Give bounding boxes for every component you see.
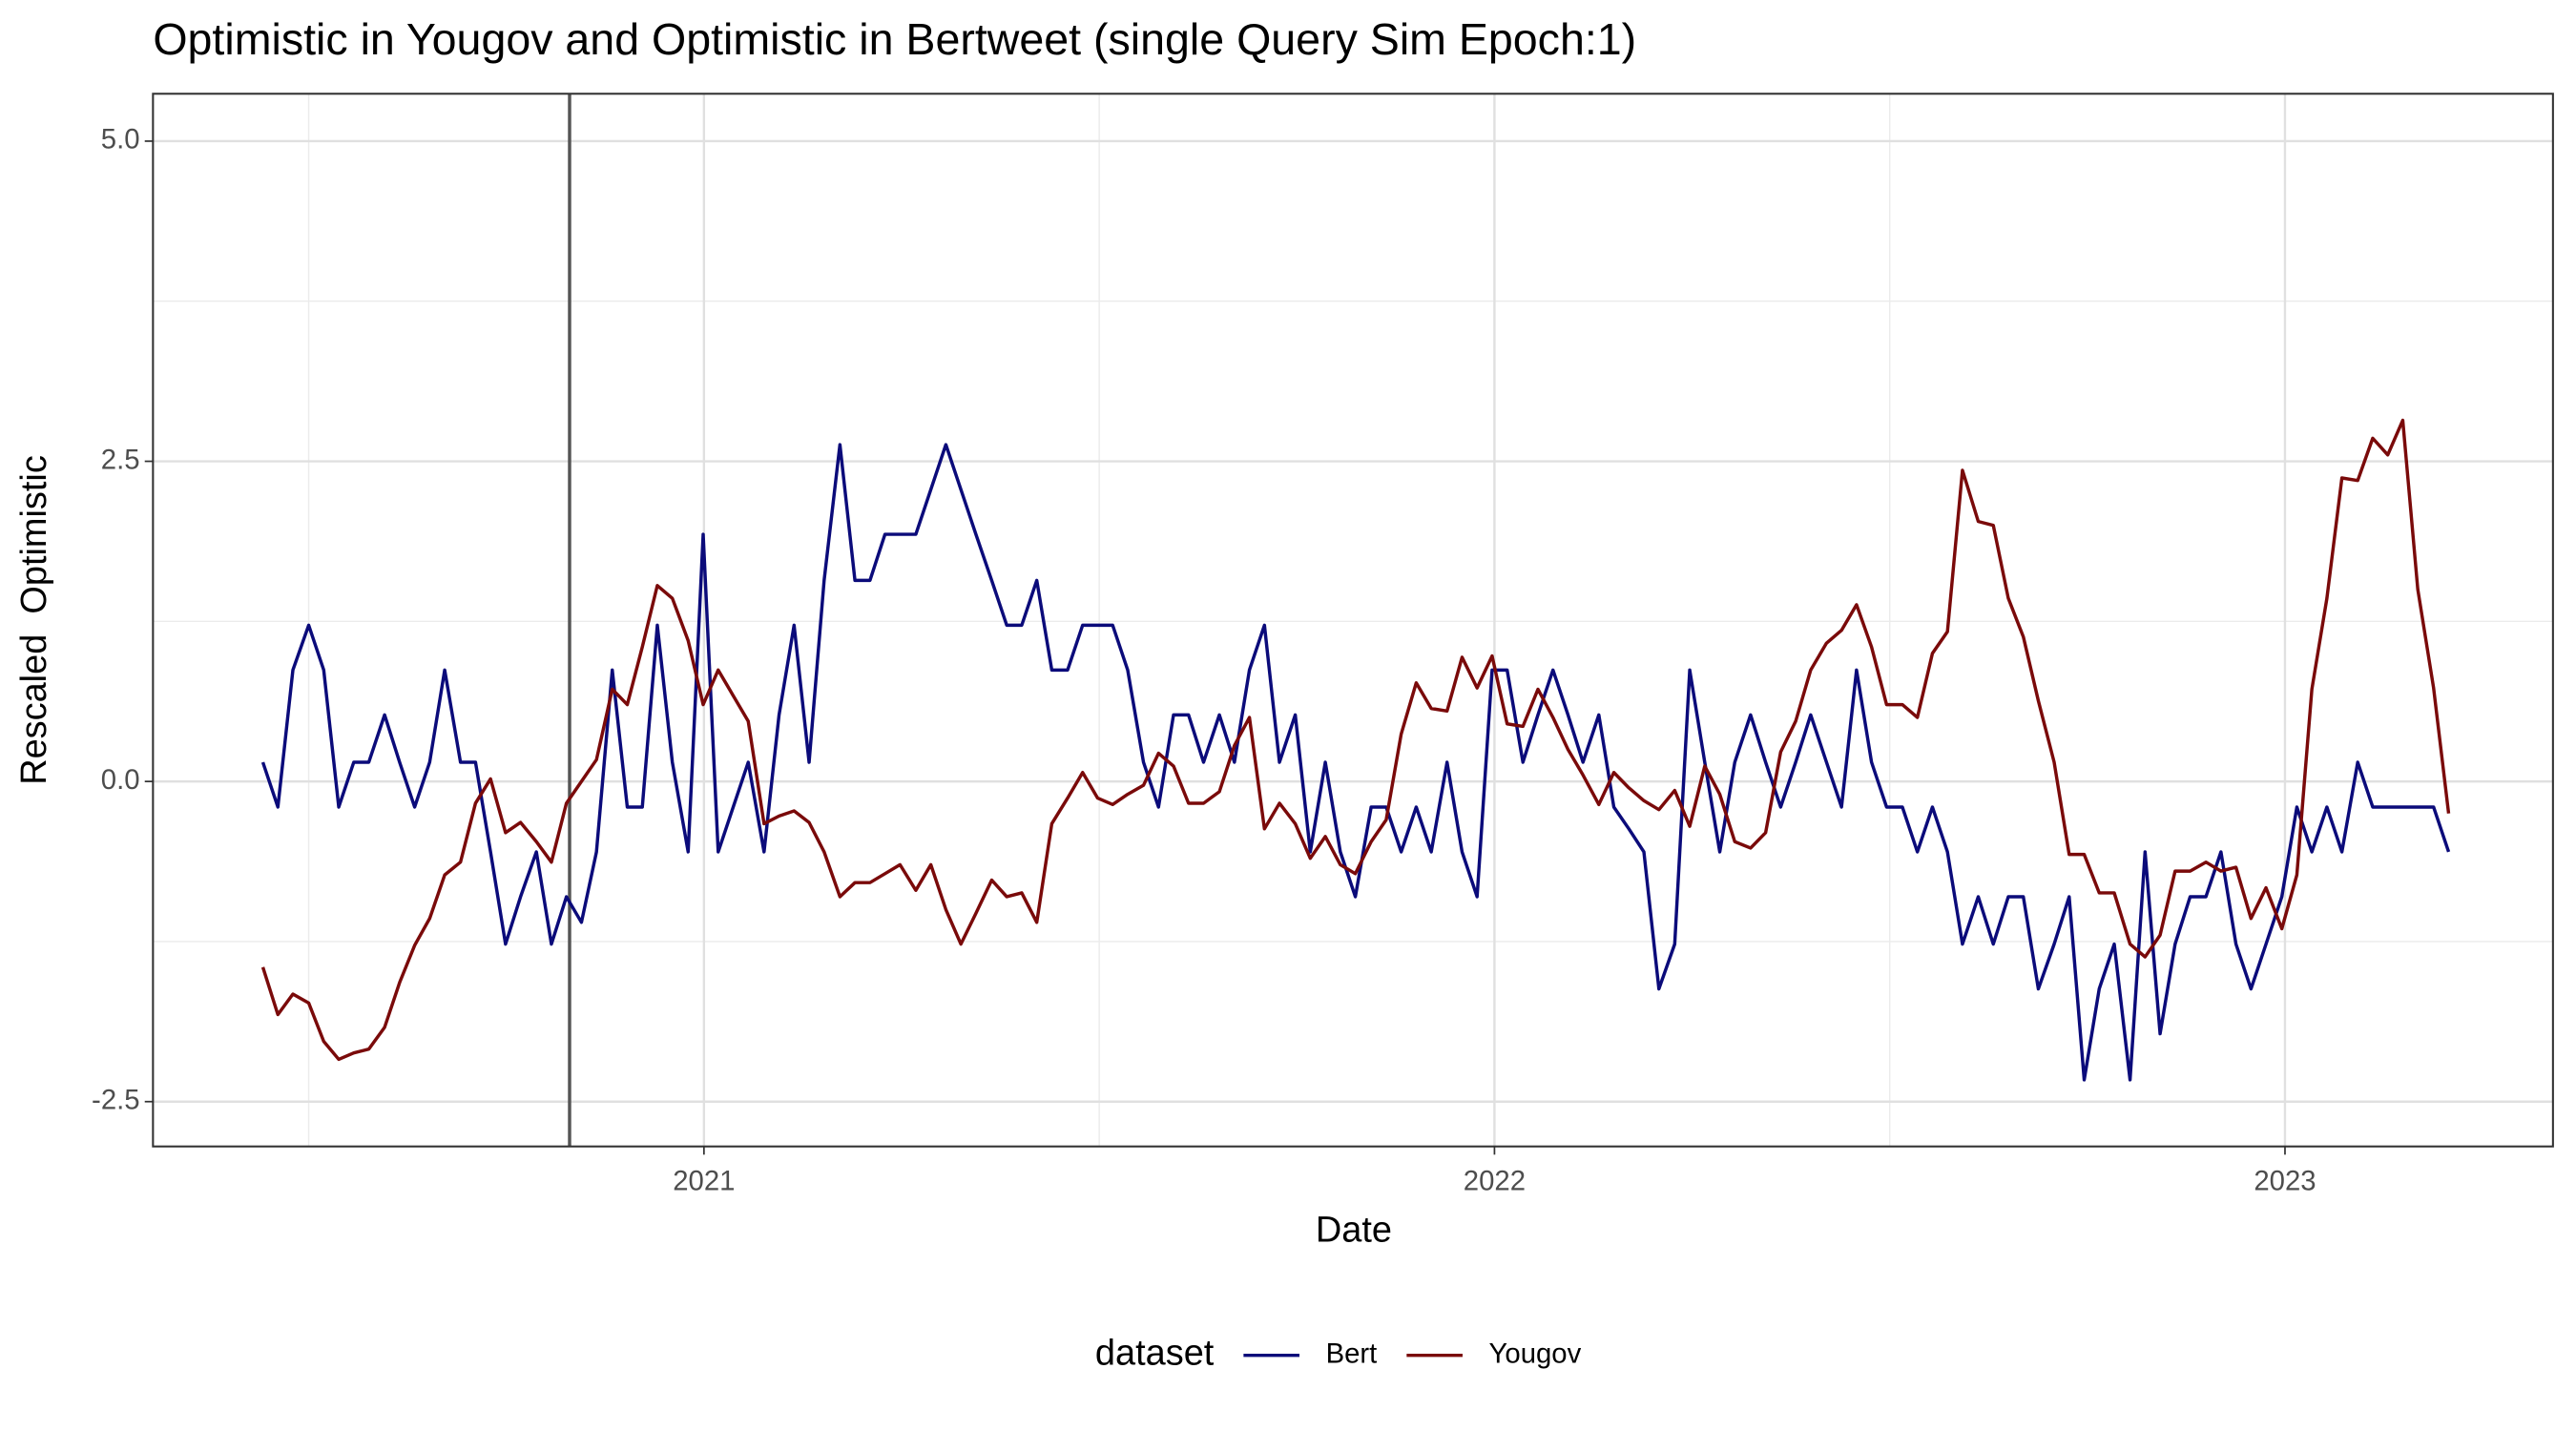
series-line xyxy=(260,443,2451,1082)
x-axis-label: Date xyxy=(1316,1210,1392,1250)
legend-title: dataset xyxy=(1095,1334,1215,1374)
panel-border xyxy=(152,93,2554,1148)
legend-label: Yougov xyxy=(1489,1338,1582,1369)
y-axis-label: Rescaled Optimistic xyxy=(14,455,54,785)
x-tick-label: 2021 xyxy=(673,1165,735,1196)
y-tick-label: 5.0 xyxy=(101,124,140,156)
series-line xyxy=(260,418,2451,1062)
x-tick-label: 2022 xyxy=(1464,1165,1526,1196)
y-tick-label: 0.0 xyxy=(101,764,140,796)
y-tick-label: 2.5 xyxy=(101,444,140,475)
legend-label: Bert xyxy=(1326,1338,1378,1369)
chart-title: Optimistic in Yougov and Optimistic in B… xyxy=(153,14,1636,64)
x-tick-label: 2023 xyxy=(2254,1165,2316,1196)
y-tick-label: -2.5 xyxy=(92,1084,139,1115)
